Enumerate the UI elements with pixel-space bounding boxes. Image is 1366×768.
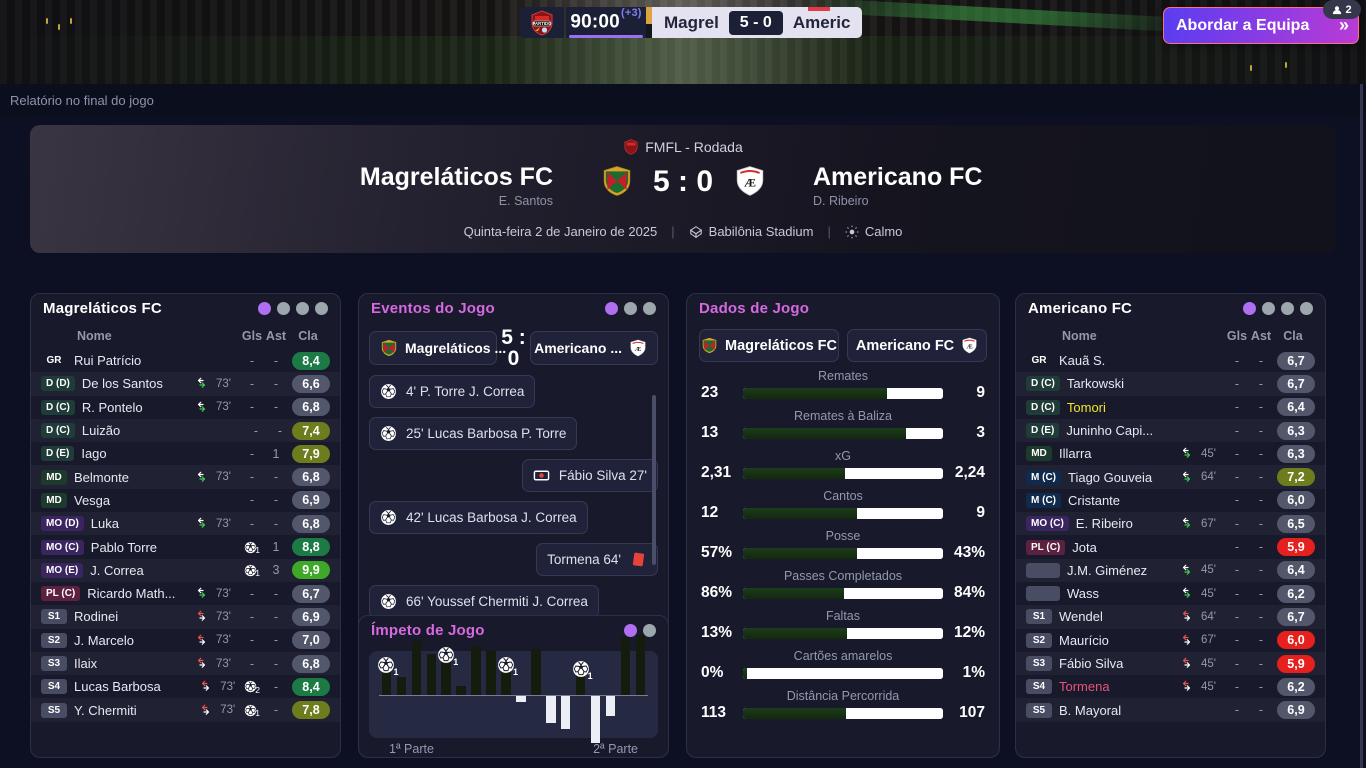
svg-text:Æ: Æ — [966, 343, 973, 350]
svg-text:Æ: Æ — [744, 176, 756, 190]
svg-text:Æ: Æ — [635, 346, 642, 353]
svg-text:PARTIDO: PARTIDO — [532, 21, 552, 26]
